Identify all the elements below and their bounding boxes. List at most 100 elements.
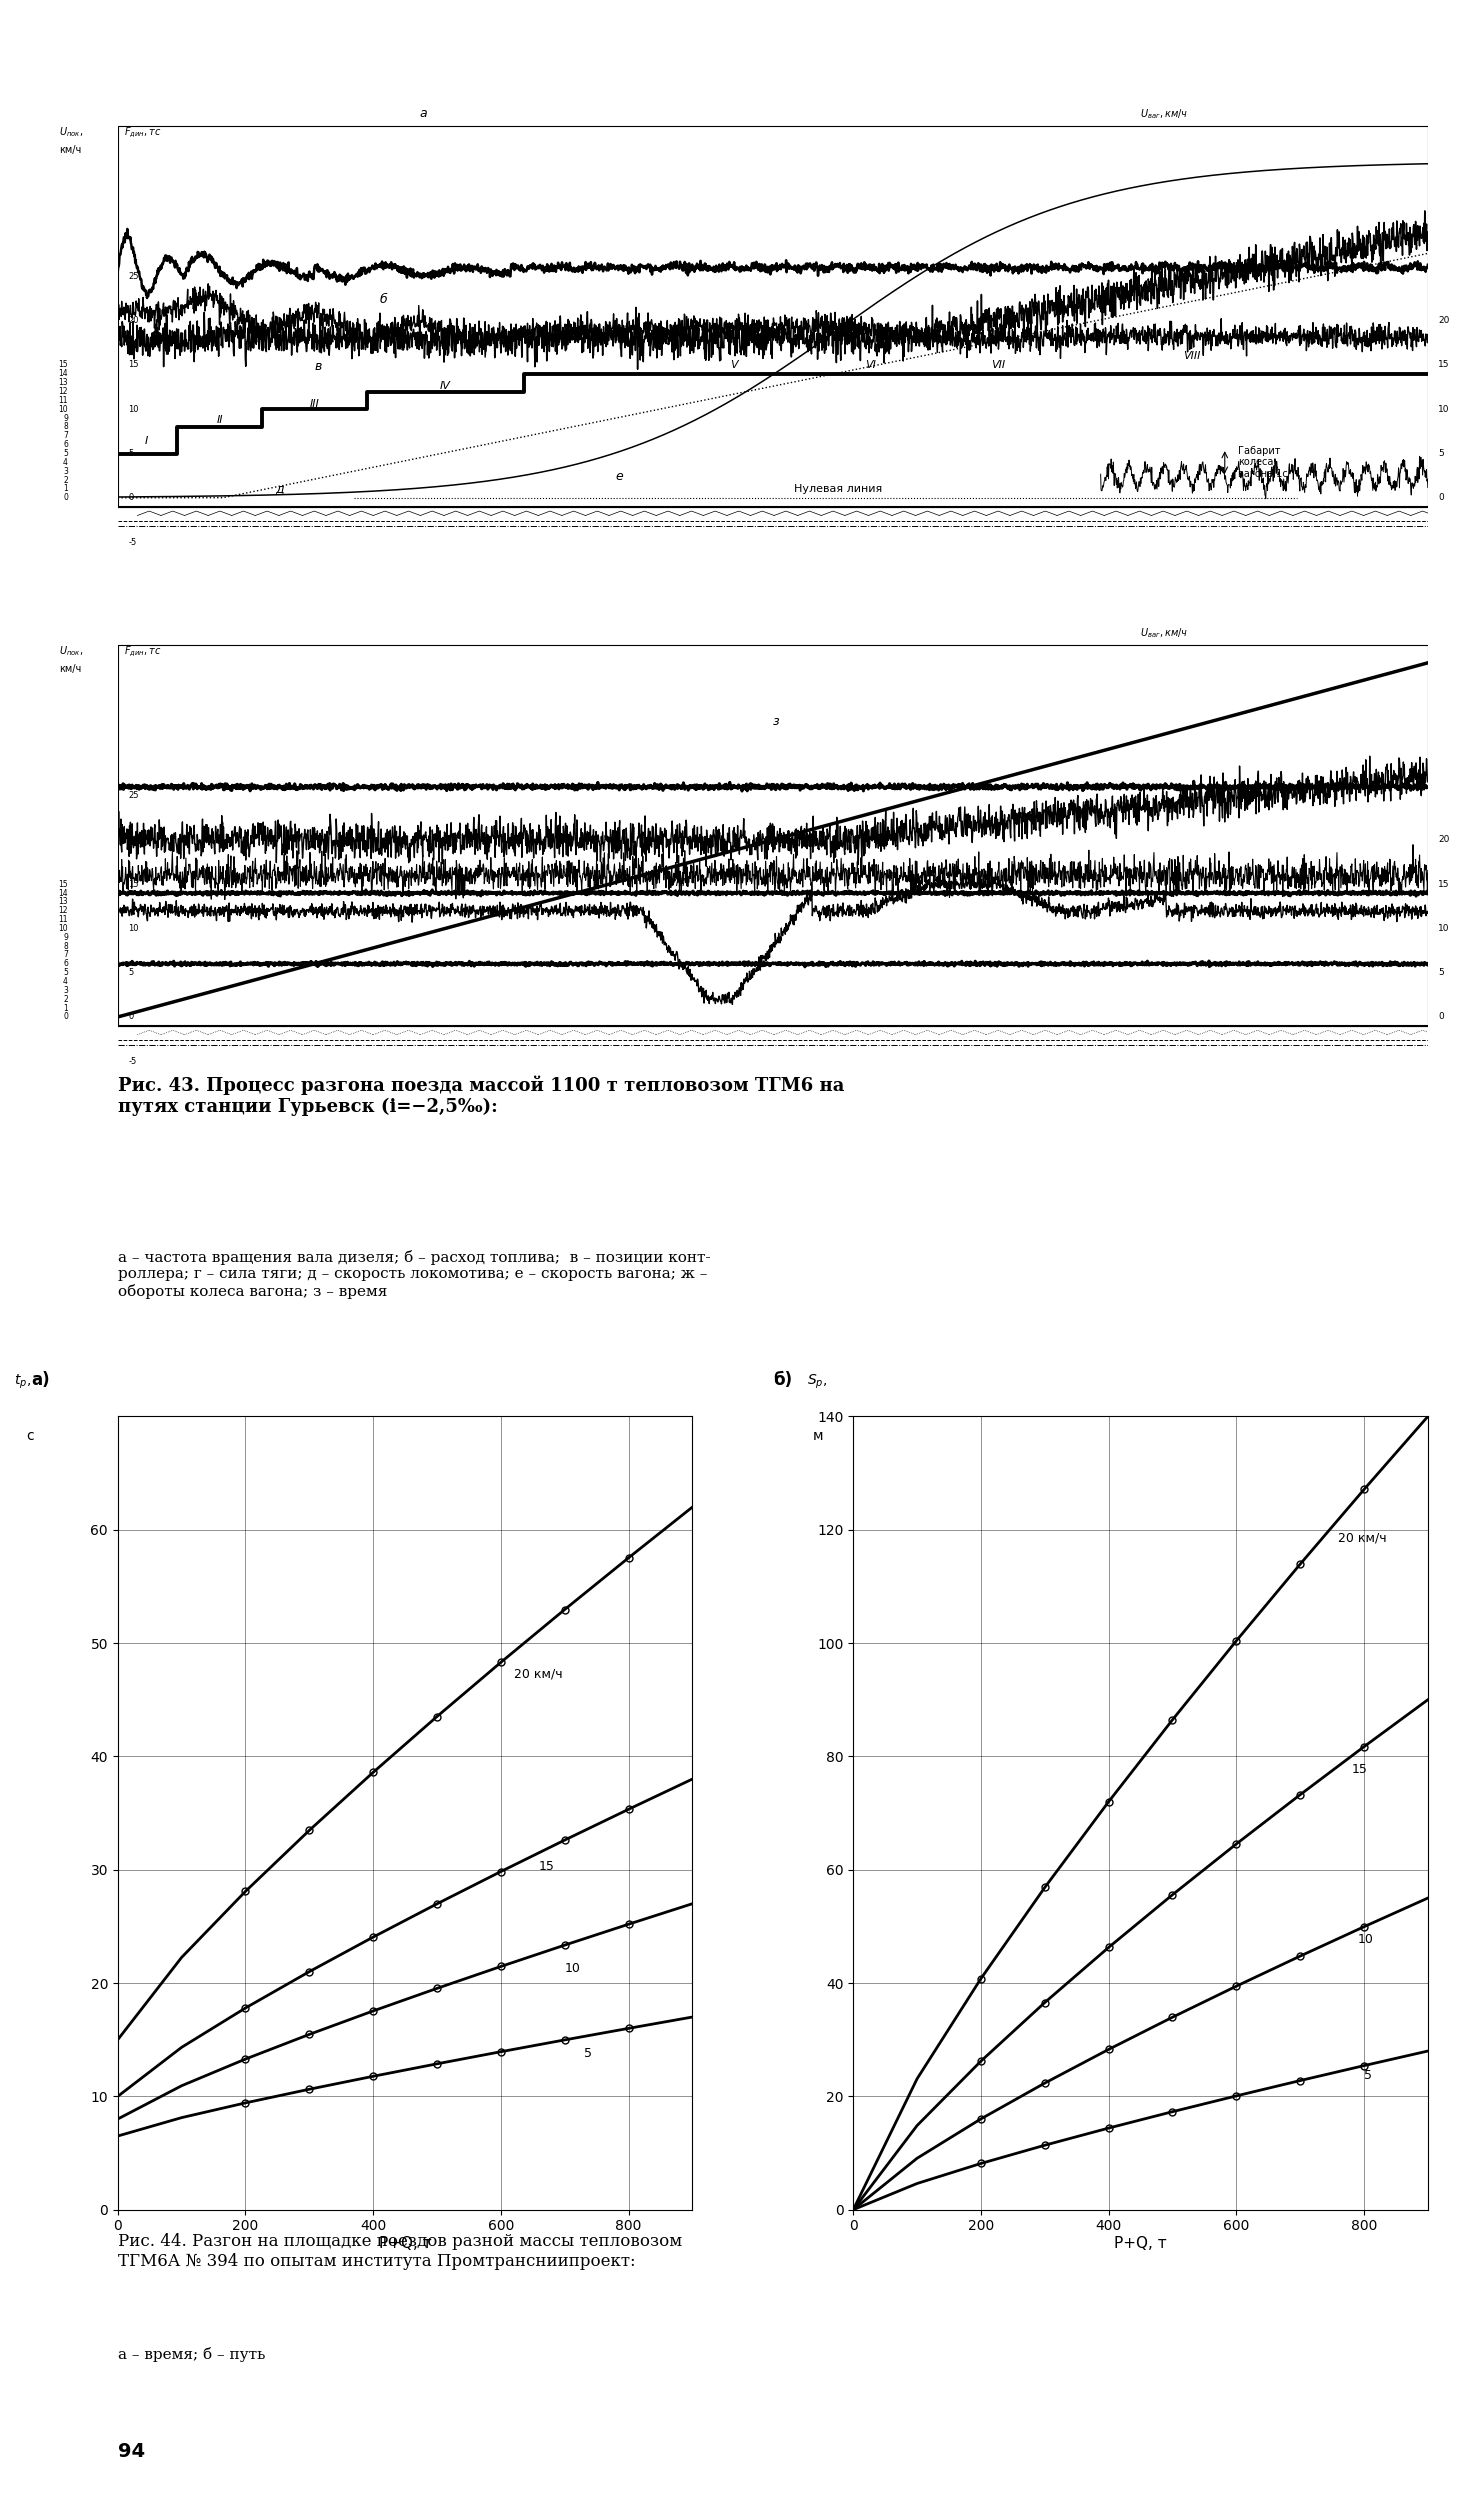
Text: в: в bbox=[315, 359, 322, 374]
Text: д: д bbox=[275, 482, 284, 497]
Text: 10: 10 bbox=[128, 924, 138, 934]
Text: 5: 5 bbox=[63, 449, 68, 459]
Text: 0: 0 bbox=[1438, 1013, 1444, 1021]
Text: 12: 12 bbox=[59, 387, 68, 397]
Text: 15: 15 bbox=[59, 359, 68, 369]
Text: I: I bbox=[144, 437, 149, 447]
Text: 20: 20 bbox=[1438, 836, 1450, 844]
Text: 1: 1 bbox=[63, 1003, 68, 1013]
Text: 14: 14 bbox=[59, 369, 68, 379]
Text: $U_{пок},$: $U_{пок},$ bbox=[59, 125, 82, 140]
Text: км/ч: км/ч bbox=[59, 664, 81, 674]
Text: е: е bbox=[615, 469, 623, 484]
Text: 1: 1 bbox=[63, 484, 68, 494]
Text: 10: 10 bbox=[1438, 404, 1450, 414]
Text: 10: 10 bbox=[1357, 1934, 1373, 1947]
Text: 15: 15 bbox=[128, 879, 138, 889]
Text: 0: 0 bbox=[128, 494, 134, 502]
Text: 5: 5 bbox=[1438, 968, 1444, 978]
Text: 14: 14 bbox=[59, 889, 68, 899]
Text: Нулевая линия: Нулевая линия bbox=[795, 484, 882, 494]
Text: а: а bbox=[420, 107, 427, 120]
Text: Рис. 44. Разгон на площадке поездов разной массы тепловозом
ТГМ6А № 394 по опыта: Рис. 44. Разгон на площадке поездов разн… bbox=[118, 2234, 682, 2269]
Text: 7: 7 bbox=[63, 951, 68, 958]
Text: 5: 5 bbox=[63, 968, 68, 978]
Text: 12: 12 bbox=[59, 906, 68, 916]
Text: км/ч: км/ч bbox=[59, 145, 81, 155]
Text: 13: 13 bbox=[59, 899, 68, 906]
Text: $t_{р},$: $t_{р},$ bbox=[15, 1373, 31, 1390]
Text: 0: 0 bbox=[63, 494, 68, 502]
Text: Габарит
колеса
вагона 1с: Габарит колеса вагона 1с bbox=[1238, 447, 1288, 479]
Text: 2: 2 bbox=[63, 996, 68, 1003]
Text: б: б bbox=[380, 292, 387, 307]
Text: 3: 3 bbox=[63, 467, 68, 477]
Text: а – частота вращения вала дизеля; б – расход топлива;  в – позиции конт-
роллера: а – частота вращения вала дизеля; б – ра… bbox=[118, 1250, 711, 1298]
Text: 9: 9 bbox=[63, 414, 68, 422]
Text: 25: 25 bbox=[128, 272, 138, 282]
Text: 10: 10 bbox=[1438, 924, 1450, 934]
Text: $U_{пок},$: $U_{пок},$ bbox=[59, 644, 82, 659]
Text: 7: 7 bbox=[63, 432, 68, 439]
Text: 11: 11 bbox=[59, 916, 68, 924]
Text: 15: 15 bbox=[539, 1860, 555, 1872]
Text: 5: 5 bbox=[128, 449, 134, 459]
Text: а): а) bbox=[31, 1370, 50, 1388]
Text: VII: VII bbox=[991, 359, 1005, 369]
Text: 15: 15 bbox=[59, 879, 68, 889]
Text: 94: 94 bbox=[118, 2444, 144, 2461]
X-axis label: P+Q, т: P+Q, т bbox=[378, 2236, 431, 2251]
Text: Рис. 43. Процесс разгона поезда массой 1100 т тепловозом ТГМ6 на
путях станции Г: Рис. 43. Процесс разгона поезда массой 1… bbox=[118, 1076, 843, 1116]
Text: VI: VI bbox=[866, 359, 876, 369]
Text: 0: 0 bbox=[63, 1013, 68, 1021]
Text: $F_{дин},тс$: $F_{дин},тс$ bbox=[124, 125, 162, 140]
Text: 20: 20 bbox=[128, 836, 138, 844]
Text: а – время; б – путь: а – время; б – путь bbox=[118, 2346, 265, 2361]
Text: 10: 10 bbox=[128, 404, 138, 414]
Text: VIII: VIII bbox=[668, 879, 686, 889]
Text: 0: 0 bbox=[128, 1013, 134, 1021]
Text: 20 км/ч: 20 км/ч bbox=[1338, 1530, 1387, 1545]
Text: 4: 4 bbox=[63, 976, 68, 986]
Text: 10: 10 bbox=[59, 924, 68, 934]
Text: 10: 10 bbox=[59, 404, 68, 414]
Text: 5: 5 bbox=[584, 2047, 592, 2059]
Text: IV: IV bbox=[440, 382, 450, 392]
Text: V: V bbox=[730, 359, 737, 369]
Text: з: з bbox=[773, 714, 780, 729]
Text: 10: 10 bbox=[565, 1962, 580, 1974]
Text: $U_{ваг},км/ч$: $U_{ваг},км/ч$ bbox=[1139, 107, 1188, 120]
Text: 15: 15 bbox=[1438, 359, 1450, 369]
X-axis label: P+Q, т: P+Q, т bbox=[1114, 2236, 1167, 2251]
Text: 5: 5 bbox=[1365, 2069, 1372, 2082]
Text: II: II bbox=[216, 414, 224, 424]
Text: $U_{ваг},км/ч$: $U_{ваг},км/ч$ bbox=[1139, 626, 1188, 639]
Text: 6: 6 bbox=[63, 958, 68, 968]
Text: 15: 15 bbox=[128, 359, 138, 369]
Text: 25: 25 bbox=[128, 791, 138, 801]
Text: $F_{дин},тс$: $F_{дин},тс$ bbox=[124, 644, 162, 659]
Text: 5: 5 bbox=[128, 968, 134, 978]
Text: с: с bbox=[26, 1430, 34, 1443]
Text: 4: 4 bbox=[63, 457, 68, 467]
Text: 15: 15 bbox=[1351, 1762, 1367, 1777]
Text: 6: 6 bbox=[63, 439, 68, 449]
Text: 3: 3 bbox=[63, 986, 68, 996]
Text: 20: 20 bbox=[128, 317, 138, 324]
Text: VIII: VIII bbox=[1183, 352, 1201, 362]
Text: $S_{р},$: $S_{р},$ bbox=[807, 1373, 827, 1390]
Text: 8: 8 bbox=[63, 422, 68, 432]
Text: -5: -5 bbox=[128, 537, 137, 547]
Text: 20: 20 bbox=[1438, 317, 1450, 324]
Text: III: III bbox=[309, 399, 319, 409]
Text: 2: 2 bbox=[63, 477, 68, 484]
Text: 15: 15 bbox=[1438, 879, 1450, 889]
Text: 13: 13 bbox=[59, 379, 68, 387]
Text: 5: 5 bbox=[1438, 449, 1444, 459]
Text: 11: 11 bbox=[59, 397, 68, 404]
Text: 9: 9 bbox=[63, 934, 68, 941]
Text: б): б) bbox=[773, 1370, 792, 1388]
Text: 0: 0 bbox=[1438, 494, 1444, 502]
Text: 20 км/ч: 20 км/ч bbox=[514, 1667, 562, 1680]
Text: 8: 8 bbox=[63, 941, 68, 951]
